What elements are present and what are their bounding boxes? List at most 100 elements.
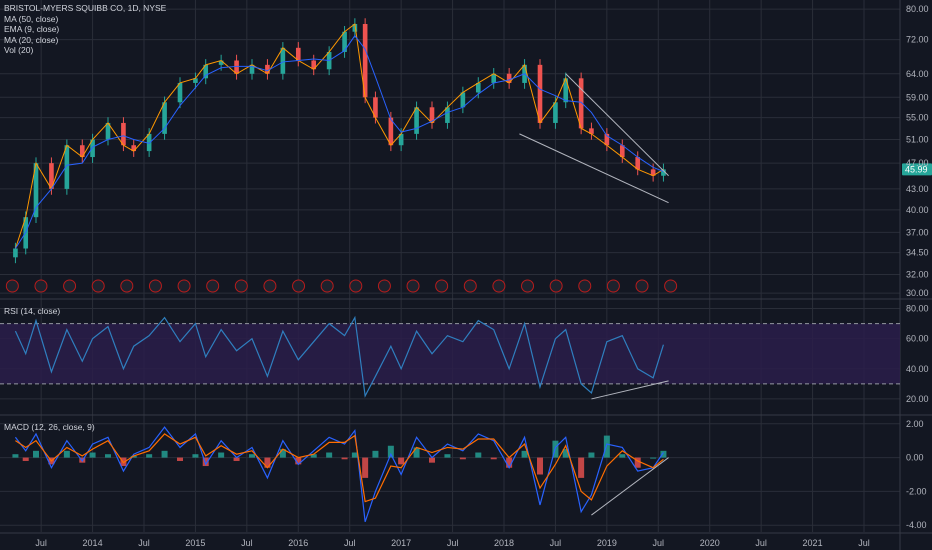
price-candle bbox=[635, 157, 641, 170]
time-tick-label: Jul bbox=[241, 538, 253, 548]
macd-histogram-bar bbox=[459, 457, 466, 460]
price-tick-label: 34.50 bbox=[906, 248, 929, 258]
rsi-band bbox=[0, 323, 900, 385]
price-panel[interactable]: 45.99 bbox=[5, 18, 932, 293]
earnings-marker bbox=[635, 279, 649, 293]
macd-histogram-bar bbox=[192, 454, 199, 458]
earnings-marker bbox=[377, 279, 391, 293]
price-candle bbox=[650, 169, 656, 176]
macd-histogram-bar bbox=[562, 449, 569, 458]
earnings-marker bbox=[320, 279, 334, 293]
price-candle bbox=[537, 64, 543, 123]
rsi-band-fill bbox=[0, 323, 900, 384]
macd-histogram-bar bbox=[429, 457, 435, 463]
symbol-title[interactable]: BRISTOL-MYERS SQUIBB CO, 1D, NYSE bbox=[4, 3, 167, 13]
price-ma-line bbox=[15, 34, 664, 249]
price-candle bbox=[619, 145, 625, 158]
earnings-marker bbox=[234, 279, 248, 293]
price-candle bbox=[33, 163, 39, 218]
macd-histogram-bar bbox=[177, 457, 183, 461]
price-candle bbox=[49, 163, 54, 189]
axis-labels: Jul 2014 Jul 2015 Jul 2016 Jul 2017 Jul 2018 Jul 20… bbox=[35, 4, 928, 548]
rsi-trendline bbox=[591, 380, 669, 400]
last-price-badge bbox=[902, 163, 932, 176]
price-candle bbox=[218, 60, 224, 65]
price-candle bbox=[661, 169, 666, 176]
macd-histogram-bar bbox=[161, 450, 168, 458]
macd-tick-label: 0.00 bbox=[906, 453, 924, 463]
macd-histogram-bar bbox=[537, 457, 543, 475]
macd-histogram-bar bbox=[233, 457, 240, 461]
macd-histogram-bar bbox=[22, 457, 29, 461]
rsi-tick-label: 60.00 bbox=[906, 334, 929, 344]
price-candle bbox=[280, 47, 286, 74]
price-candle bbox=[414, 107, 419, 134]
price-candle bbox=[193, 78, 198, 83]
time-tick-label: 2019 bbox=[597, 538, 617, 548]
macd-histogram-bar bbox=[264, 457, 271, 468]
macd-histogram-bar bbox=[362, 457, 369, 478]
price-candle bbox=[13, 248, 18, 258]
price-trendline bbox=[565, 73, 669, 177]
rsi-tick-label: 20.00 bbox=[906, 394, 929, 404]
price-candle bbox=[604, 133, 610, 146]
price-candle bbox=[398, 133, 404, 146]
price-candle bbox=[105, 122, 111, 140]
price-tick-label: 55.00 bbox=[906, 113, 929, 123]
rsi-line bbox=[14, 315, 665, 398]
macd-histogram-bar bbox=[202, 457, 209, 467]
earnings-marker bbox=[664, 279, 678, 293]
earnings-marker bbox=[349, 279, 363, 293]
macd-line bbox=[14, 426, 664, 523]
indicator-ma50[interactable]: MA (50, close) bbox=[4, 13, 59, 24]
macd-histogram-bar bbox=[372, 450, 379, 458]
price-ema-line bbox=[14, 23, 664, 249]
earnings-marker bbox=[435, 279, 449, 293]
price-candle bbox=[90, 139, 95, 158]
macd-histogram-bar bbox=[603, 435, 610, 458]
macd-title[interactable]: MACD (12, 26, close, 9) bbox=[4, 422, 95, 432]
rsi-title[interactable]: RSI (14, close) bbox=[4, 306, 61, 316]
time-tick-label: 2015 bbox=[185, 538, 205, 548]
time-tick-label: 2016 bbox=[288, 538, 308, 548]
macd-histogram-bar bbox=[146, 454, 153, 458]
macd-histogram-bar bbox=[398, 457, 405, 465]
macd-histogram-bar bbox=[310, 454, 317, 458]
earnings-marker bbox=[578, 279, 592, 293]
macd-histogram-bar bbox=[413, 447, 420, 458]
price-candle bbox=[203, 64, 209, 79]
macd-histogram-bar bbox=[351, 452, 358, 458]
macd-histogram-bar bbox=[490, 457, 497, 460]
indicator-ma20[interactable]: MA (20, close) bbox=[4, 34, 59, 45]
price-tick-label: 51.00 bbox=[906, 134, 929, 144]
macd-trendline bbox=[591, 457, 669, 516]
macd-histogram-bar bbox=[33, 450, 39, 458]
rsi-panel[interactable] bbox=[14, 315, 669, 400]
macd-histogram-bar bbox=[387, 445, 394, 458]
earnings-marker bbox=[292, 279, 306, 293]
rsi-legend: RSI (14, close) bbox=[4, 306, 60, 317]
price-candle bbox=[121, 122, 126, 146]
macd-histogram-bar bbox=[650, 457, 657, 459]
earnings-marker bbox=[492, 279, 506, 293]
macd-histogram-bar bbox=[130, 455, 137, 458]
price-candle bbox=[460, 92, 466, 108]
time-tick-label: Jul bbox=[35, 538, 47, 548]
price-candle bbox=[578, 78, 584, 129]
rsi-tick-label: 40.00 bbox=[906, 364, 929, 374]
price-candle bbox=[589, 128, 594, 134]
price-tick-label: 40.00 bbox=[906, 205, 929, 215]
macd-histogram-bar bbox=[89, 452, 96, 458]
indicator-ema9[interactable]: EMA (9, close) bbox=[4, 24, 60, 34]
macd-histogram-bar bbox=[475, 452, 482, 458]
earnings-marker bbox=[177, 279, 191, 293]
earnings-marker bbox=[606, 279, 620, 293]
last-price-label: 45.99 bbox=[905, 164, 928, 174]
macd-histogram-bar bbox=[341, 457, 348, 460]
earnings-marker bbox=[63, 279, 77, 293]
macd-panel[interactable] bbox=[12, 426, 669, 523]
indicator-vol[interactable]: Vol (20) bbox=[4, 45, 34, 55]
earnings-marker bbox=[5, 279, 19, 293]
earnings-marker bbox=[91, 279, 105, 293]
